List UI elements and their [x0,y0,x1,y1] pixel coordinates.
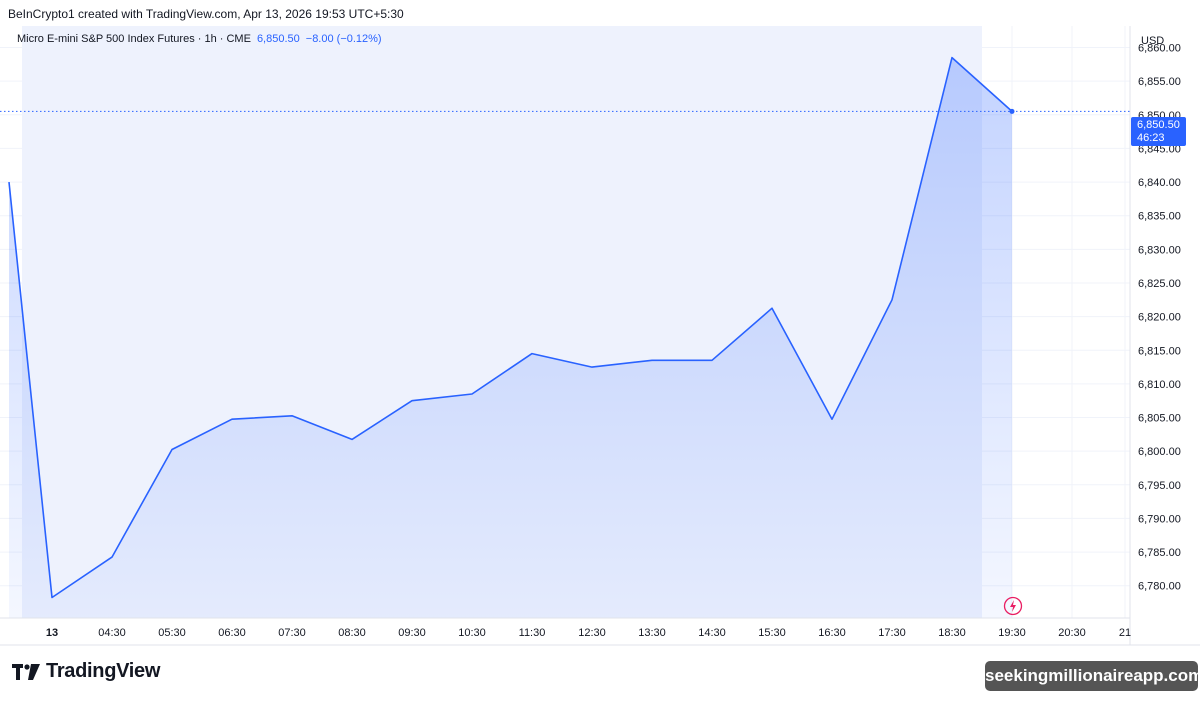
price-area-fill [9,57,1012,619]
x-tick-label: 06:30 [218,627,246,639]
symbol-change: −8.00 (−0.12%) [305,33,382,45]
tradingview-logo-icon [12,663,40,680]
y-tick-label: 6,855.00 [1138,76,1181,88]
y-tick-label: 6,830.00 [1138,244,1181,256]
x-tick-label: 12:30 [578,627,606,639]
x-tick-label: 19:30 [998,627,1026,639]
y-tick-label: 6,840.00 [1138,177,1181,189]
last-price-tag: 6,850.50 46:23 [1131,117,1186,146]
x-tick-label: 20:30 [1058,627,1086,639]
bar-countdown: 46:23 [1137,132,1165,144]
x-tick-label: 15:30 [758,627,786,639]
symbol-name: Micro E-mini S&P 500 Index Futures · 1h … [17,33,251,45]
y-tick-label: 6,820.00 [1138,312,1181,324]
x-tick-label: 21 [1119,627,1131,639]
y-tick-label: 6,810.00 [1138,379,1181,391]
x-tick-label: 13:30 [638,627,666,639]
brand[interactable]: TradingView [12,660,160,683]
y-tick-label: 6,805.00 [1138,413,1181,425]
brand-name: TradingView [46,660,161,682]
currency-label[interactable]: USD [1141,35,1165,47]
symbol-legend[interactable]: Micro E-mini S&P 500 Index Futures · 1h … [17,33,382,45]
y-tick-label: 6,785.00 [1138,547,1181,559]
y-tick-label: 6,795.00 [1138,480,1181,492]
last-price-value: 6,850.50 [1137,119,1180,131]
x-tick-label: 11:30 [519,627,546,639]
x-tick-label: 09:30 [398,627,426,639]
y-tick-label: 6,835.00 [1138,211,1181,223]
x-tick-label: 13 [46,627,58,639]
x-tick-label: 08:30 [338,627,366,639]
price-area-layer [0,56,1130,619]
x-tick-label: 05:30 [158,627,186,639]
y-tick-label: 6,825.00 [1138,278,1181,290]
x-tick-label: 18:30 [938,627,966,639]
symbol-price: 6,850.50 [256,33,300,45]
y-tick-label: 6,800.00 [1138,446,1181,458]
x-tick-label: 07:30 [278,627,306,639]
y-tick-label: 6,845.00 [1138,143,1181,155]
lightning-icon[interactable] [1003,596,1023,616]
y-tick-label: 6,860.00 [1138,43,1181,55]
y-tick-label: 6,790.00 [1138,513,1181,525]
y-tick-label: 6,780.00 [1138,581,1181,593]
x-tick-label: 14:30 [698,627,726,639]
price-line [8,56,1013,599]
chart-credit: BeInCrypto1 created with TradingView.com… [8,7,404,21]
watermark: seekingmillionaireapp.com [985,661,1200,691]
time-axis: 13 04:30 05:30 06:30 07:30 08:30 09:30 10:30 11:… [46,627,1131,639]
x-tick-label: 17:30 [878,627,906,639]
y-tick-label: 6,815.00 [1138,345,1181,357]
x-tick-label: 10:30 [458,627,486,639]
x-tick-label: 16:30 [818,627,846,639]
x-tick-label: 04:30 [98,627,126,639]
